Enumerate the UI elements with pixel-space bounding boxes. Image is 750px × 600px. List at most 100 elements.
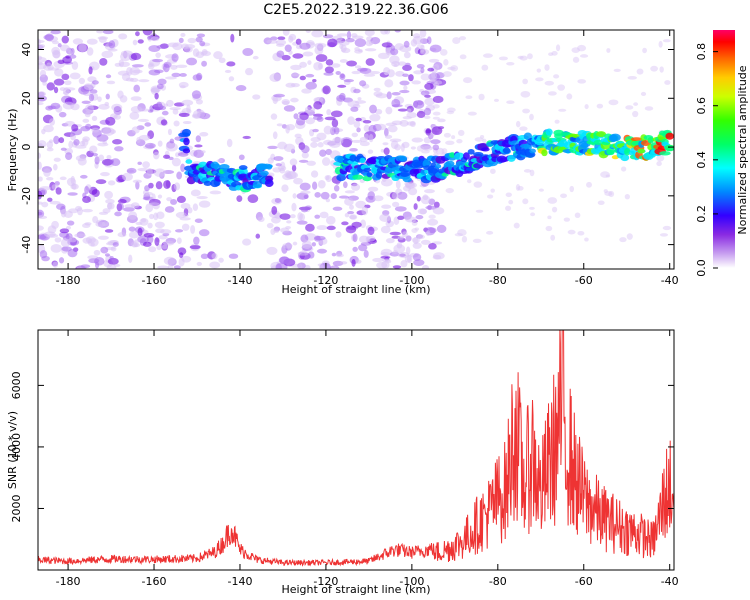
y-tick-label: 0 (20, 144, 33, 151)
heatmap-cell (275, 163, 282, 167)
heatmap-cell (39, 69, 47, 78)
heatmap-cell (162, 240, 175, 246)
heatmap-cell (171, 53, 179, 62)
heatmap-cell (86, 47, 94, 56)
heatmap-cell (430, 162, 437, 168)
heatmap-cell (403, 85, 408, 91)
heatmap-cell (459, 54, 467, 60)
heatmap-cell (84, 185, 90, 195)
heatmap-cell (498, 56, 508, 61)
heatmap-cell (299, 75, 306, 81)
heatmap-cell (385, 238, 395, 244)
heatmap-cell (461, 235, 468, 243)
heatmap-cell (609, 133, 621, 142)
heatmap-cell (194, 144, 203, 148)
heatmap-cell (596, 131, 607, 138)
heatmap-cell (150, 36, 160, 42)
heatmap-cell (319, 149, 327, 157)
heatmap-cell (305, 117, 316, 125)
heatmap-cell (198, 200, 211, 208)
heatmap-cell (317, 142, 324, 148)
heatmap-cell (325, 198, 331, 203)
heatmap-cell (432, 144, 440, 151)
heatmap-cell (454, 233, 463, 237)
heatmap-cell (70, 183, 79, 190)
heatmap-cell (390, 48, 399, 56)
heatmap-cell (144, 185, 150, 192)
heatmap-cell (109, 256, 114, 260)
heatmap-cell (408, 187, 418, 196)
heatmap-cell (625, 105, 634, 110)
heatmap-cell (417, 234, 425, 240)
heatmap-cell (299, 42, 311, 50)
heatmap-cell (355, 117, 362, 122)
heatmap-cell (130, 105, 143, 113)
heatmap-cell (397, 251, 410, 259)
heatmap-cell (176, 237, 182, 245)
heatmap-cell (411, 220, 418, 226)
heatmap-cell (338, 195, 350, 199)
heatmap-cell (65, 225, 71, 230)
heatmap-cell (490, 188, 495, 193)
heatmap-cell (307, 60, 312, 65)
heatmap-cell (171, 72, 181, 78)
heatmap-cell (181, 255, 192, 263)
heatmap-cell (547, 215, 552, 220)
heatmap-cell (327, 38, 338, 48)
heatmap-cell (38, 152, 41, 159)
heatmap-cell (389, 55, 400, 65)
heatmap-cell (129, 111, 140, 120)
heatmap-cell (399, 89, 410, 94)
heatmap-cell (432, 95, 444, 104)
heatmap-cell (664, 80, 671, 85)
heatmap-cell (180, 163, 186, 172)
heatmap-cell (382, 142, 389, 146)
heatmap-cell (286, 220, 292, 224)
heatmap-cell (345, 38, 355, 43)
heatmap-cell (196, 261, 203, 266)
heatmap-cell (200, 253, 209, 260)
heatmap-cell (665, 132, 674, 140)
heatmap-cell (68, 140, 73, 149)
heatmap-cell (545, 128, 553, 136)
heatmap-cell (416, 110, 426, 119)
heatmap-cell (451, 135, 456, 140)
heatmap-cell (186, 104, 191, 113)
heatmap-cell (98, 36, 107, 43)
heatmap-cell (656, 161, 662, 167)
heatmap-cell (173, 182, 181, 191)
heatmap-cell (198, 229, 210, 237)
heatmap-cell (292, 241, 298, 246)
heatmap-cell (280, 161, 286, 170)
heatmap-cell (411, 80, 421, 85)
heatmap-cell (167, 264, 174, 269)
heatmap-cell (80, 264, 91, 269)
heatmap-cell (38, 211, 43, 216)
heatmap-cell (413, 203, 418, 210)
heatmap-cell (104, 253, 110, 257)
heatmap-cell (158, 105, 167, 111)
colorbar-tick-label: 0.4 (695, 151, 708, 169)
heatmap-cell (179, 73, 187, 77)
heatmap-cell (437, 118, 446, 123)
heatmap-cell (626, 233, 633, 240)
heatmap-cell (296, 220, 308, 225)
heatmap-cell (117, 232, 127, 238)
heatmap-cell (235, 85, 247, 92)
heatmap-cell (64, 80, 72, 86)
snr-x-ticks: -180 -160 -140 -120 -100 -80 -60 -40 (56, 330, 679, 588)
heatmap-cell (110, 158, 121, 167)
heatmap-cell (433, 82, 440, 87)
heatmap-cell (99, 57, 108, 66)
x-tick-label: -80 (489, 274, 507, 287)
heatmap-cell (153, 151, 160, 160)
heatmap-cell (351, 139, 363, 143)
heatmap-cell (136, 136, 141, 144)
heatmap-cell (49, 200, 61, 205)
heatmap-cell (324, 116, 336, 121)
heatmap-cell (577, 79, 587, 84)
heatmap-cell (373, 91, 383, 97)
heatmap-cell (384, 259, 392, 264)
heatmap-cell (487, 194, 494, 199)
heatmap-cell (62, 87, 70, 95)
